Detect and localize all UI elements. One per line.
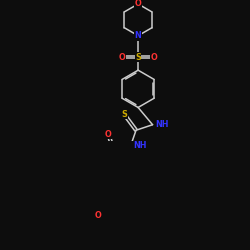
Text: S: S	[121, 110, 127, 119]
Text: O: O	[150, 52, 157, 62]
Text: NH: NH	[133, 141, 146, 150]
Text: O: O	[119, 52, 126, 62]
Text: NH: NH	[155, 120, 168, 129]
Text: N: N	[135, 31, 141, 40]
Text: O: O	[135, 0, 141, 8]
Text: O: O	[95, 211, 102, 220]
Text: S: S	[135, 52, 141, 62]
Text: O: O	[105, 130, 112, 139]
